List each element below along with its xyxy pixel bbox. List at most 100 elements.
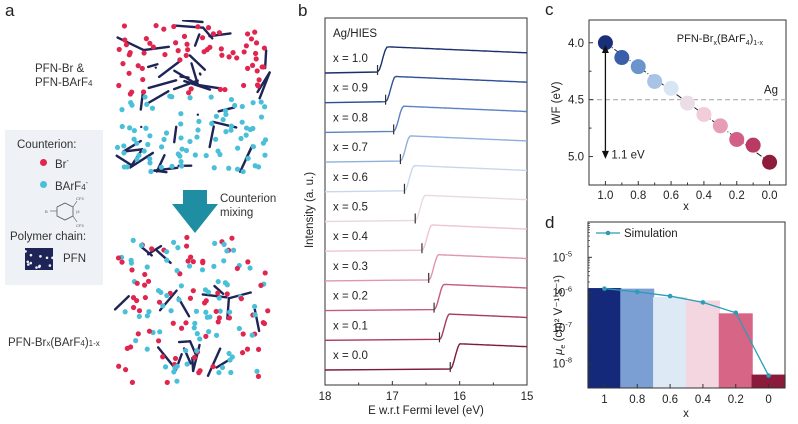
- polymer-chain-segment: [157, 58, 183, 79]
- counterion-dot: [187, 95, 193, 101]
- pfn-swatch-gap: [39, 255, 42, 258]
- counterion-dot: [168, 308, 174, 314]
- chart-c-data-point: [614, 50, 630, 66]
- counterion-dot: [172, 355, 179, 362]
- pfn-swatch-gap: [48, 264, 52, 267]
- counterion-dot: [155, 338, 162, 344]
- counterion-dot: [144, 101, 150, 107]
- ytick-base: 10: [553, 358, 566, 370]
- counterion-dot: [234, 55, 240, 61]
- counterion-dot: [133, 338, 139, 344]
- chart-b-spectrum-line: [324, 343, 528, 371]
- br-dot-icon: [40, 159, 47, 166]
- counterion-dot: [254, 68, 260, 74]
- pfn-swatch-gap: [45, 256, 49, 260]
- counterion-dot: [144, 313, 150, 319]
- chart-b-spectrum-line: [324, 135, 527, 163]
- counterion-dot: [190, 259, 196, 265]
- counterion-dot: [119, 259, 125, 265]
- chart-b-spectrum-line: [324, 194, 528, 223]
- counterion-dot: [228, 127, 234, 133]
- polymer-heading: Polymer chain:: [10, 231, 87, 243]
- counterion-dot: [155, 287, 162, 294]
- pfn-swatch-gap: [26, 260, 30, 264]
- counterion-dot: [140, 76, 146, 83]
- counterion-dot: [210, 363, 216, 370]
- polymer-chain-segment: [129, 151, 155, 169]
- chart-d-legend-marker: [605, 230, 611, 236]
- pfn-swatch-gap: [25, 250, 27, 253]
- counterion-dot: [186, 90, 192, 96]
- ytick-exponent: -8: [565, 355, 572, 364]
- chart-d-mobility: x μe (cm² V⁻¹ s⁻¹) 10-510-610-710-81 0.8 0…: [553, 221, 786, 420]
- counterion-dot: [134, 140, 140, 146]
- polymer-chain-segment: [116, 36, 145, 52]
- counterion-dot: [135, 331, 141, 337]
- counterion-dot: [211, 263, 217, 269]
- polymer-chain-segment: [147, 90, 170, 105]
- chart-d-ylabel: μe (cm² V⁻¹ s⁻¹): [553, 275, 567, 356]
- counterion-dot: [195, 24, 201, 30]
- counterion-dot: [178, 158, 184, 165]
- ytick-exponent: -6: [565, 285, 572, 294]
- counterion-dot: [127, 125, 133, 131]
- svg-text:B: B: [45, 209, 48, 214]
- counterion-dot: [235, 145, 241, 151]
- counterion-dot: [143, 36, 149, 42]
- chart-d-xtick-label: 0.4: [695, 394, 712, 406]
- counterion-dot: [260, 140, 267, 146]
- counterion-dot: [142, 271, 148, 278]
- chart-c-xtick-label: 0.2: [729, 190, 745, 202]
- counterion-dot: [200, 260, 206, 266]
- chart-d-simulation-point: [602, 286, 607, 291]
- counterion-dot: [222, 108, 229, 114]
- counterion-dot: [204, 314, 210, 320]
- counterion-dot: [128, 260, 135, 266]
- counterion-dot: [164, 292, 170, 299]
- counterion-dot: [241, 82, 247, 89]
- counterion-dot: [121, 23, 128, 29]
- counterion-dot: [252, 312, 258, 318]
- counterion-dot: [244, 31, 251, 37]
- counterion-dot: [230, 247, 237, 253]
- counterion-dot: [228, 96, 235, 103]
- chart-d-ytick-label: 10-8: [553, 355, 572, 370]
- chart-b-series-label: x = 0.1: [333, 320, 368, 332]
- chart-c-data-point: [745, 137, 761, 153]
- counterion-dot: [243, 132, 249, 138]
- counterion-dot: [178, 325, 185, 331]
- counterion-dot: [205, 289, 211, 295]
- counterion-dot: [121, 164, 127, 170]
- counterion-dot: [147, 156, 153, 162]
- chart-d-ytick-label: 10-7: [553, 320, 572, 335]
- counterion-dot: [213, 332, 220, 338]
- polymer-chain-segment: [142, 45, 170, 52]
- counterion-dot: [131, 127, 137, 134]
- counterion-dot: [130, 304, 137, 311]
- counterion-dot: [206, 329, 212, 335]
- counterion-dot: [183, 347, 189, 354]
- counterion-dot: [258, 114, 265, 120]
- counterion-dot: [126, 70, 132, 76]
- chart-c-xtick-label: 0.4: [696, 190, 713, 202]
- counterion-dot: [226, 350, 232, 357]
- panel-b-label: b: [298, 1, 308, 20]
- svg-text:CF3: CF3: [76, 196, 84, 201]
- chart-d-xtick-label: 0.6: [662, 394, 678, 406]
- counterion-dot: [192, 320, 198, 326]
- counterion-dot: [141, 50, 147, 56]
- polymer-chain-segment: [196, 83, 223, 90]
- polymer-chain-segment: [190, 62, 200, 87]
- counterion-dot: [178, 135, 184, 141]
- counterion-dot: [262, 152, 268, 158]
- counterion-dot: [164, 379, 170, 386]
- counterion-dot: [188, 86, 194, 92]
- counterion-dot: [174, 378, 180, 384]
- polymer-chain-segment: [115, 154, 133, 167]
- chart-b-series-label: x = 0.7: [333, 142, 368, 154]
- counterion-dot: [220, 117, 226, 123]
- br-legend-label: Br-: [55, 158, 69, 171]
- svg-text:)4: )4: [76, 209, 80, 214]
- counterion-dot: [160, 303, 166, 309]
- counterion-dot: [245, 65, 251, 71]
